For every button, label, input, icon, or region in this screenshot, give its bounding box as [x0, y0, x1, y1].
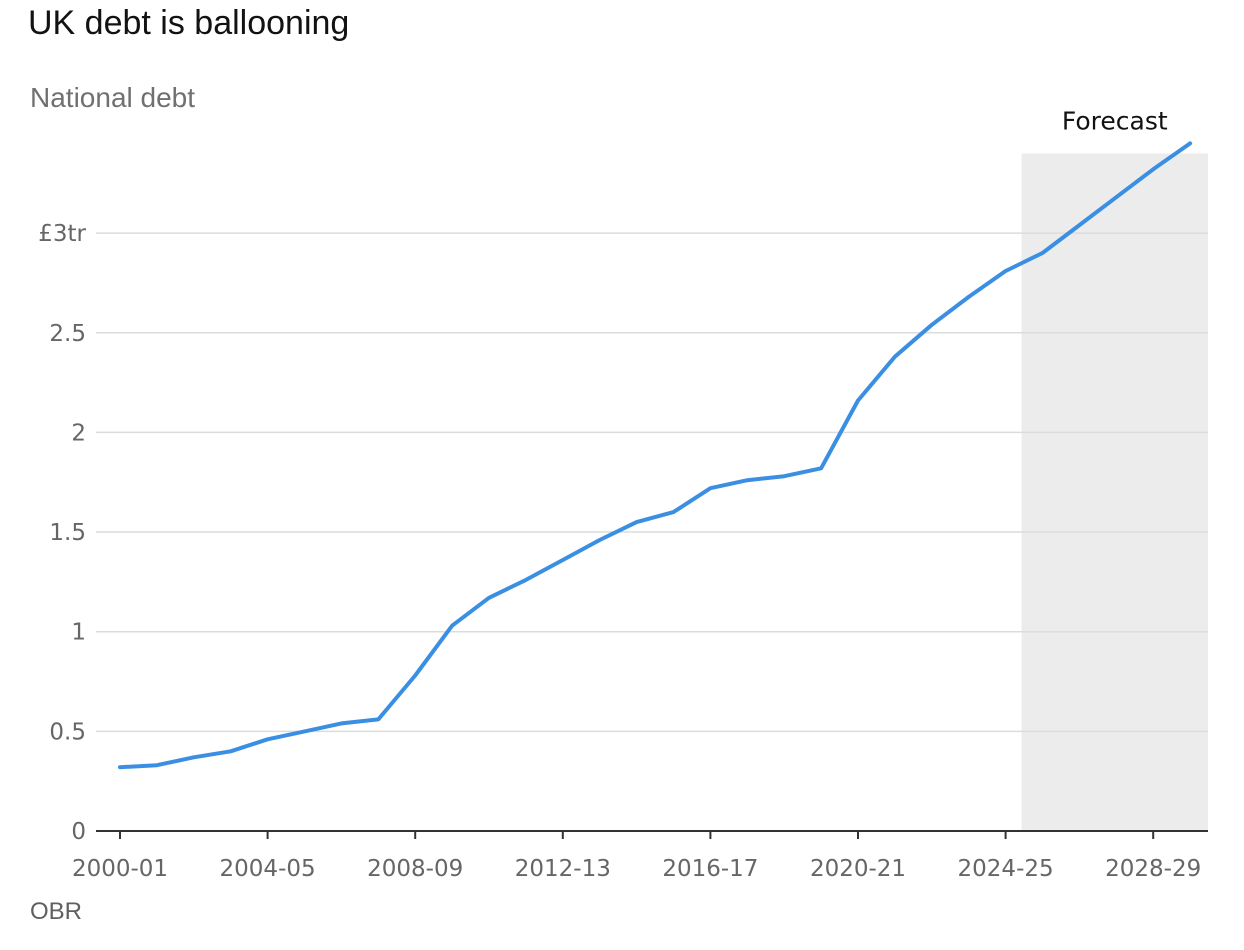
x-tick-label: 2000-01 [72, 856, 168, 882]
y-tick-label: 1.5 [49, 520, 86, 546]
x-tick-label: 2020-21 [810, 856, 906, 882]
x-tick-label: 2012-13 [515, 856, 611, 882]
chart-title: UK debt is ballooning [28, 4, 350, 42]
series-line-national-debt [118, 141, 1193, 770]
y-tick-label: 2 [71, 420, 86, 446]
y-tick-label: 1 [71, 620, 86, 646]
x-tick-label: 2028-29 [1105, 856, 1201, 882]
y-axis: 0 0.5 1 1.5 2 2.5 £3tr [38, 221, 86, 845]
source-note: OBR [30, 898, 83, 925]
x-tick-label: 2024-25 [958, 856, 1054, 882]
x-tick-label: 2004-05 [220, 856, 316, 882]
x-axis: 2000-01 2004-05 2008-09 2012-13 2016-17 2020-… [72, 830, 1208, 882]
gridlines [96, 232, 1208, 733]
chart-subtitle: National debt [30, 82, 196, 113]
x-tick-label: 2008-09 [367, 856, 463, 882]
forecast-region [1021, 153, 1208, 831]
y-tick-label: 2.5 [49, 321, 86, 347]
y-tick-label: £3tr [38, 221, 86, 247]
y-tick-label: 0.5 [49, 719, 86, 745]
y-tick-label: 0 [71, 819, 86, 845]
forecast-label: Forecast [1062, 106, 1168, 135]
x-tick-label: 2016-17 [662, 856, 758, 882]
